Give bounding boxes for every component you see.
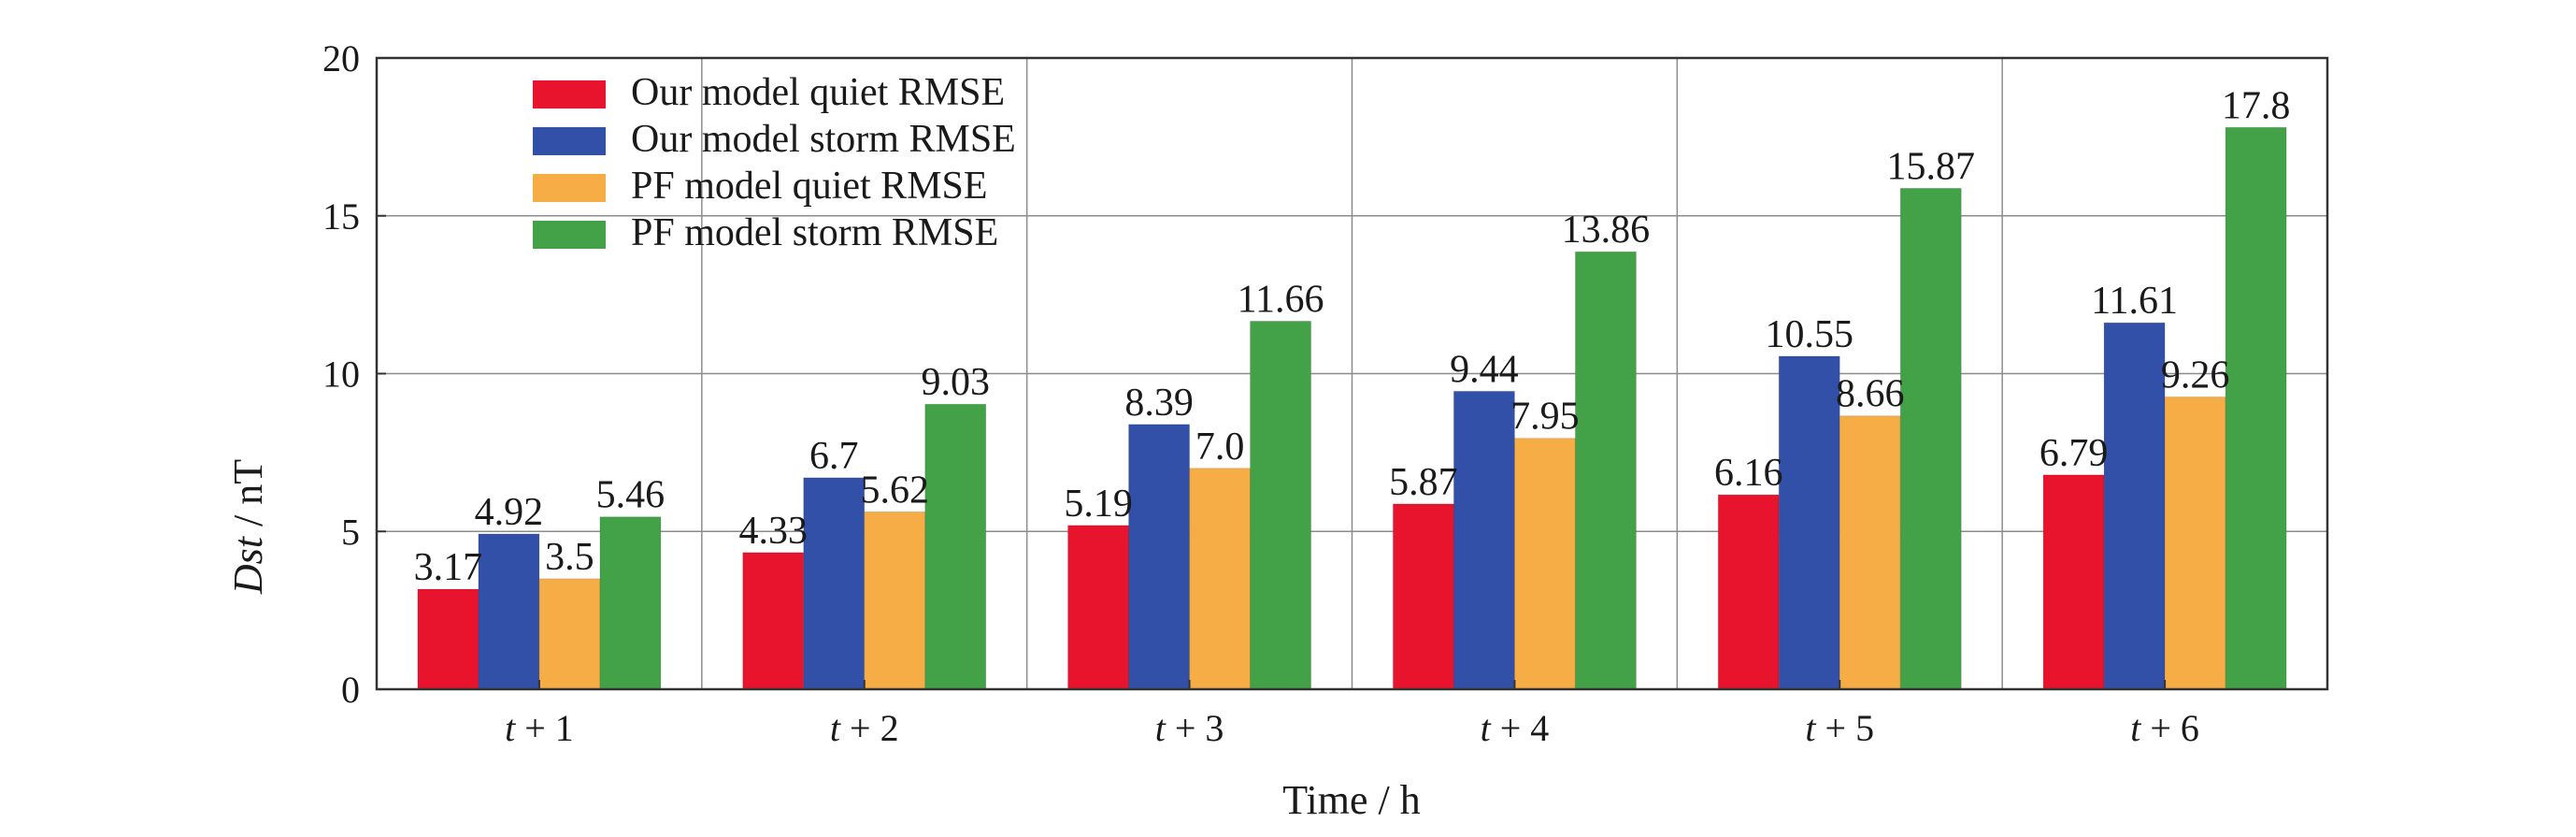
x-tick-label: t + 1 [505,707,574,749]
bar [1513,438,1576,690]
bar [1899,187,1962,690]
bar [478,533,540,690]
data-label: 7.95 [1510,396,1580,439]
data-label: 3.17 [414,546,483,589]
bar [1189,468,1252,690]
x-tick-label: t + 4 [1481,707,1550,749]
bar [2103,322,2166,690]
data-label: 15.87 [1887,145,1976,188]
data-labels-layer: 3.174.923.55.464.336.75.629.035.198.397.… [414,84,2291,589]
bar [1250,320,1312,690]
legend-swatch [533,80,606,108]
data-label: 5.62 [861,469,930,512]
bar [2164,396,2226,690]
data-label: 9.03 [922,361,991,404]
legend-swatch [533,174,606,202]
x-tick-label: t + 3 [1155,707,1224,749]
bar [864,511,926,690]
bar [1839,415,1901,690]
bar [1778,355,1840,690]
bar [417,588,479,690]
legend-label: Our model quiet RMSE [631,71,1005,114]
y-tick-label: 0 [341,669,360,711]
bar [1067,525,1130,690]
axes-layer: 0 5 10 15 20 t + 1 t + 2 t + 3 t + 4 t + 5 t + 6 [322,37,2329,749]
bar [803,477,866,690]
data-label: 6.16 [1714,452,1783,495]
data-label: 5.87 [1389,461,1458,504]
bar [1574,251,1637,690]
legend-swatch [533,127,606,155]
data-label: 5.19 [1064,483,1133,526]
data-label: 8.66 [1836,373,1905,416]
x-axis-title: Time / h [1282,777,1421,823]
bars-layer [417,126,2287,690]
y-axis-title-variable: Dst [225,535,271,595]
x-tick-label: t + 2 [830,707,899,749]
y-tick-label: 20 [322,37,360,79]
data-label: 10.55 [1766,313,1854,356]
data-label: 11.66 [1238,278,1324,321]
bar [1717,494,1780,690]
data-label: 6.7 [809,435,859,478]
y-axis-title-unit: / nT [225,459,271,537]
y-tick-label: 10 [322,354,360,396]
bar [742,552,805,690]
y-tick-label: 5 [341,511,360,553]
data-label: 9.26 [2161,354,2230,397]
legend-label: PF model quiet RMSE [631,165,988,208]
bar [924,403,987,690]
data-label: 4.92 [475,491,544,534]
legend-label: PF model storm RMSE [631,211,998,254]
x-tick-label: t + 5 [1805,707,1874,749]
bar [1128,424,1191,690]
data-label: 3.5 [545,536,594,579]
data-label: 5.46 [596,474,665,517]
bar [2042,474,2105,690]
bar [1453,390,1515,690]
x-tick-label: t + 6 [2130,707,2199,749]
data-label: 17.8 [2222,84,2291,127]
data-label: 13.86 [1562,209,1651,252]
data-label: 4.33 [739,510,809,553]
bar [1392,503,1454,690]
plot-frame [375,56,2329,691]
data-label: 6.79 [2039,432,2109,475]
data-label: 7.0 [1195,426,1245,469]
data-label: 8.39 [1124,382,1194,425]
legend-swatch [533,221,606,249]
data-label: 11.61 [2091,280,2178,323]
y-axis-title: Dst / nT [225,459,271,595]
legend-label: Our model storm RMSE [631,118,1016,161]
bar [538,578,601,690]
data-label: 9.44 [1450,348,1519,391]
bar [2225,126,2287,690]
y-tick-label: 15 [322,195,360,238]
bar [599,516,662,690]
